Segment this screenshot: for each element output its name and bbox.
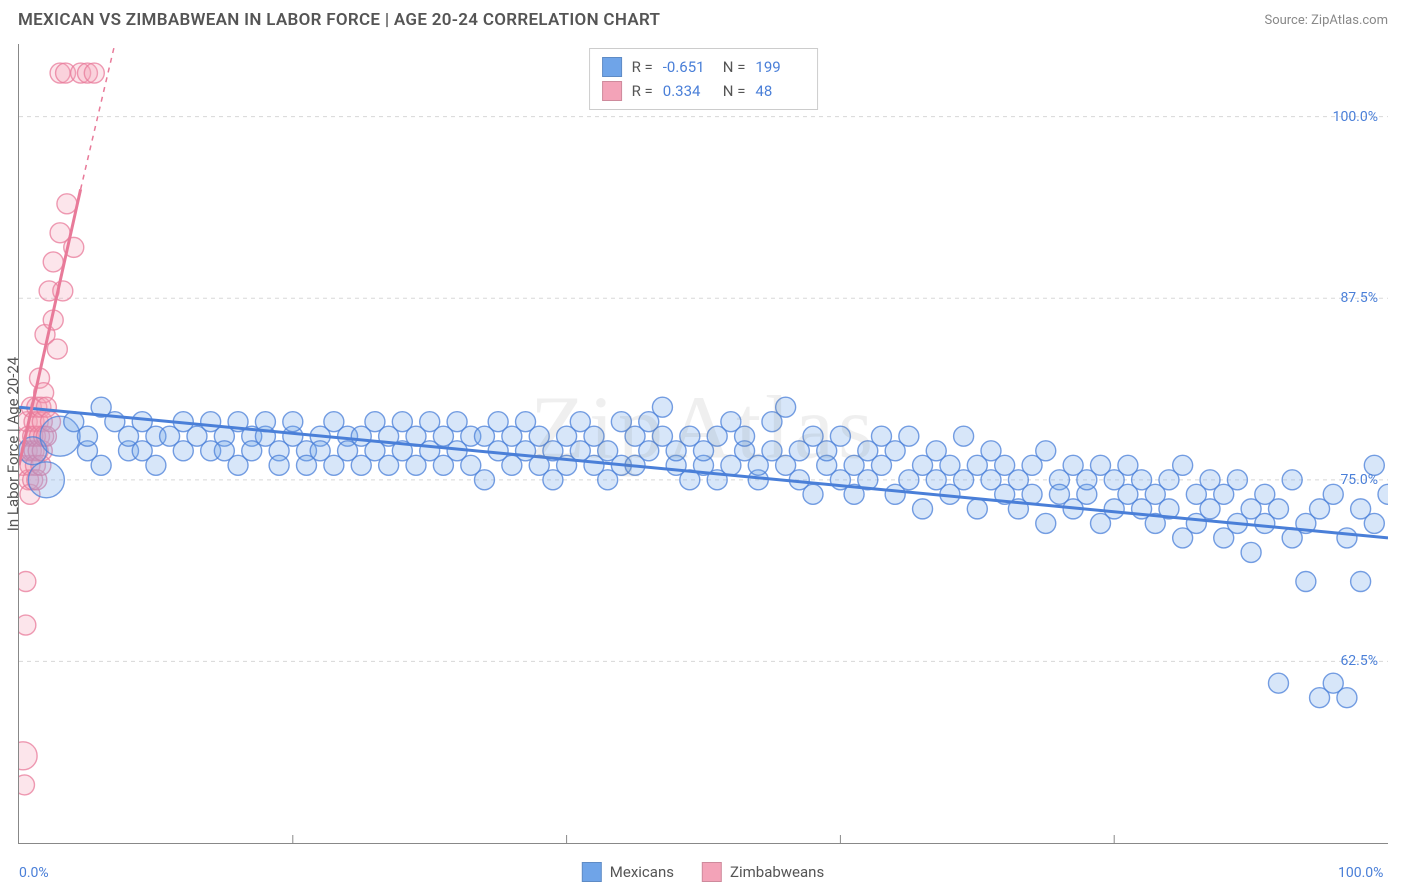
scatter-plot-svg: [19, 44, 1388, 843]
legend-swatch-zimbabweans: [702, 862, 722, 882]
x-tick-label: 0.0%: [19, 865, 49, 881]
r-value-zimbabweans: 0.334: [663, 79, 713, 103]
source-link[interactable]: ZipAtlas.com: [1311, 13, 1388, 28]
n-value-zimbabweans: 48: [755, 79, 805, 103]
swatch-mexicans: [602, 57, 622, 77]
n-label: N =: [723, 79, 746, 103]
stats-row-zimbabweans: R = 0.334 N = 48: [602, 79, 806, 103]
legend-swatch-mexicans: [582, 862, 602, 882]
chart-area: In Labor Force | Age 20-24 ZipAtlas R = …: [18, 44, 1388, 844]
n-label: N =: [723, 55, 746, 79]
r-label: R =: [632, 55, 653, 79]
y-tick-label: 62.5%: [1340, 653, 1378, 669]
n-value-mexicans: 199: [755, 55, 805, 79]
legend-item-zimbabweans: Zimbabweans: [702, 862, 824, 882]
y-tick-label: 87.5%: [1340, 290, 1378, 306]
legend-label-zimbabweans: Zimbabweans: [730, 863, 824, 881]
r-label: R =: [632, 79, 653, 103]
chart-title: MEXICAN VS ZIMBABWEAN IN LABOR FORCE | A…: [18, 10, 660, 30]
chart-header: MEXICAN VS ZIMBABWEAN IN LABOR FORCE | A…: [0, 0, 1406, 38]
swatch-zimbabweans: [602, 81, 622, 101]
y-tick-label: 100.0%: [1333, 109, 1378, 125]
source-attribution: Source: ZipAtlas.com: [1264, 13, 1388, 28]
y-tick-label: 75.0%: [1340, 472, 1378, 488]
correlation-stats-box: R = -0.651 N = 199 R = 0.334 N = 48: [589, 48, 819, 110]
x-tick-label: 100.0%: [1338, 865, 1383, 881]
legend-label-mexicans: Mexicans: [610, 863, 674, 881]
legend-item-mexicans: Mexicans: [582, 862, 674, 882]
source-prefix: Source:: [1264, 13, 1311, 28]
stats-row-mexicans: R = -0.651 N = 199: [602, 55, 806, 79]
legend: Mexicans Zimbabweans: [582, 862, 824, 882]
r-value-mexicans: -0.651: [663, 55, 713, 79]
